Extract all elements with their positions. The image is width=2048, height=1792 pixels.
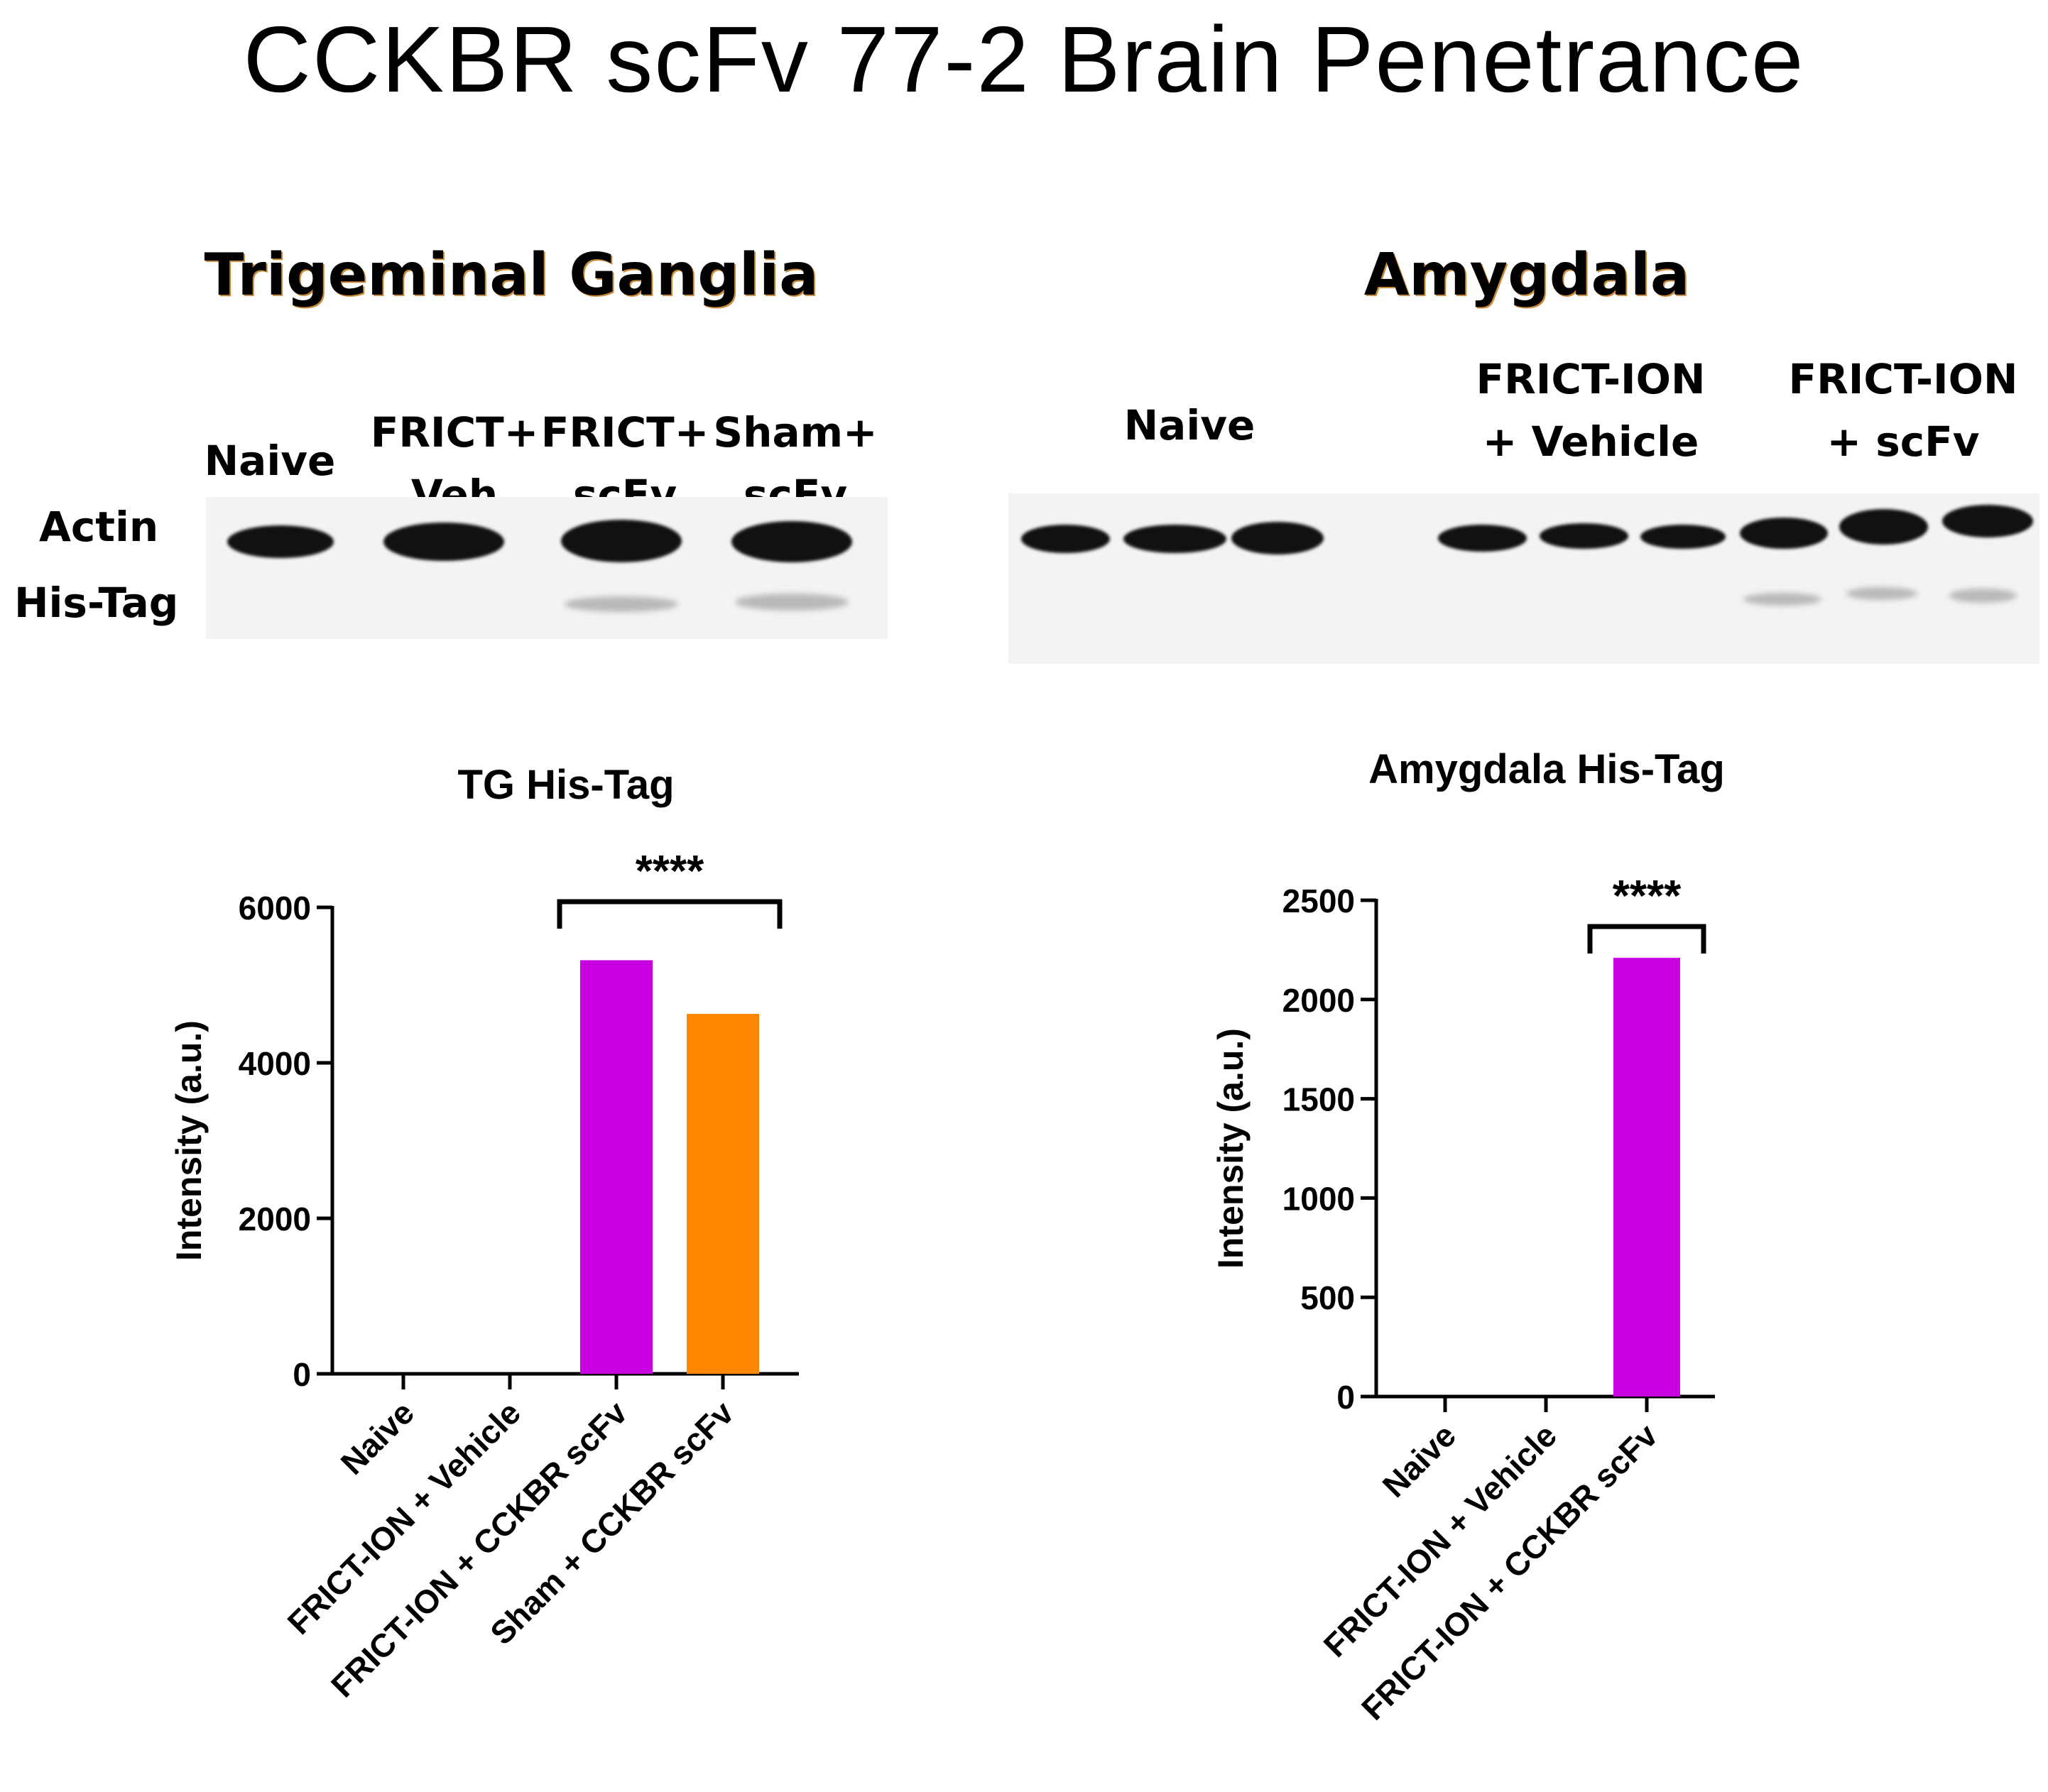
tg-actin-band [383, 523, 504, 561]
significance-stars: **** [1613, 872, 1682, 921]
category-label: Naive [1376, 1416, 1464, 1504]
y-tick-label: 2000 [1282, 982, 1355, 1019]
y-tick-label: 0 [1336, 1379, 1355, 1416]
amy-histag-band [1846, 587, 1917, 600]
tg-lane-label-naive: Naive [204, 437, 336, 485]
tg-histag-chart: TG His-Tag Intensity (a.u.) 0 2000 4000 6000 N… [169, 762, 799, 1704]
amy-histag-band [1949, 589, 2017, 603]
y-axis-label: Intensity (a.u.) [1211, 1028, 1251, 1269]
bar [580, 960, 653, 1374]
tg-row-label-actin: Actin [39, 503, 159, 551]
bar [687, 1014, 759, 1374]
y-tick-label: 1000 [1282, 1180, 1355, 1217]
tg-actin-band [561, 520, 682, 562]
amygdala-blot-image [1008, 493, 2039, 664]
amy-actin-band [1640, 525, 1726, 549]
tg-actin-band [227, 525, 334, 558]
y-tick-label: 4000 [239, 1045, 311, 1082]
amy-lane-label-frict-scfv: FRICT-ION + scFv [1788, 355, 2018, 466]
tg-histag-band [565, 596, 678, 612]
significance-stars: **** [636, 847, 704, 896]
amygdala-histag-chart: Amygdala His-Tag Intensity (a.u.) 0 500 1000… [1211, 746, 1725, 1727]
tg-row-label-histag: His-Tag [14, 579, 179, 627]
amy-actin-band [1942, 505, 2033, 537]
bar [1613, 958, 1680, 1397]
y-tick-label: 0 [293, 1356, 311, 1393]
amy-actin-band [1021, 525, 1110, 553]
tg-blot-title: Trigeminal Ganglia [204, 241, 819, 309]
amygdala-blot-title: Amygdala [1363, 241, 1690, 309]
amy-actin-band [1740, 518, 1828, 549]
category-label: Naive [334, 1394, 422, 1482]
tg-actin-band [731, 521, 852, 562]
chart-title: Amygdala His-Tag [1368, 746, 1725, 792]
significance-bracket [557, 899, 783, 929]
amy-actin-band [1231, 522, 1324, 554]
amy-actin-band [1540, 523, 1628, 549]
amy-actin-band [1123, 525, 1226, 553]
amy-lane-label-frict-vehicle: FRICT-ION + Vehicle [1476, 355, 1706, 466]
y-tick-label: 2500 [1282, 883, 1355, 919]
amy-actin-band [1839, 509, 1928, 545]
y-tick-label: 2000 [239, 1201, 311, 1238]
amy-actin-band [1438, 525, 1527, 552]
y-tick-label: 1500 [1282, 1081, 1355, 1118]
amy-lane-label-naive: Naive [1123, 401, 1256, 449]
chart-title: TG His-Tag [457, 762, 674, 808]
amy-histag-band [1743, 593, 1821, 606]
significance-bracket [1587, 924, 1706, 954]
tg-histag-band [735, 594, 849, 611]
y-tick-label: 6000 [239, 890, 311, 927]
y-axis-label: Intensity (a.u.) [169, 1020, 209, 1261]
tg-blot-image [206, 497, 888, 639]
y-tick-label: 500 [1300, 1279, 1355, 1316]
figure-title: CCKBR scFv 77-2 Brain Penetrance [243, 7, 1805, 111]
tg-lane-label-frict-scfv: FRICT+ scFv [540, 408, 709, 519]
